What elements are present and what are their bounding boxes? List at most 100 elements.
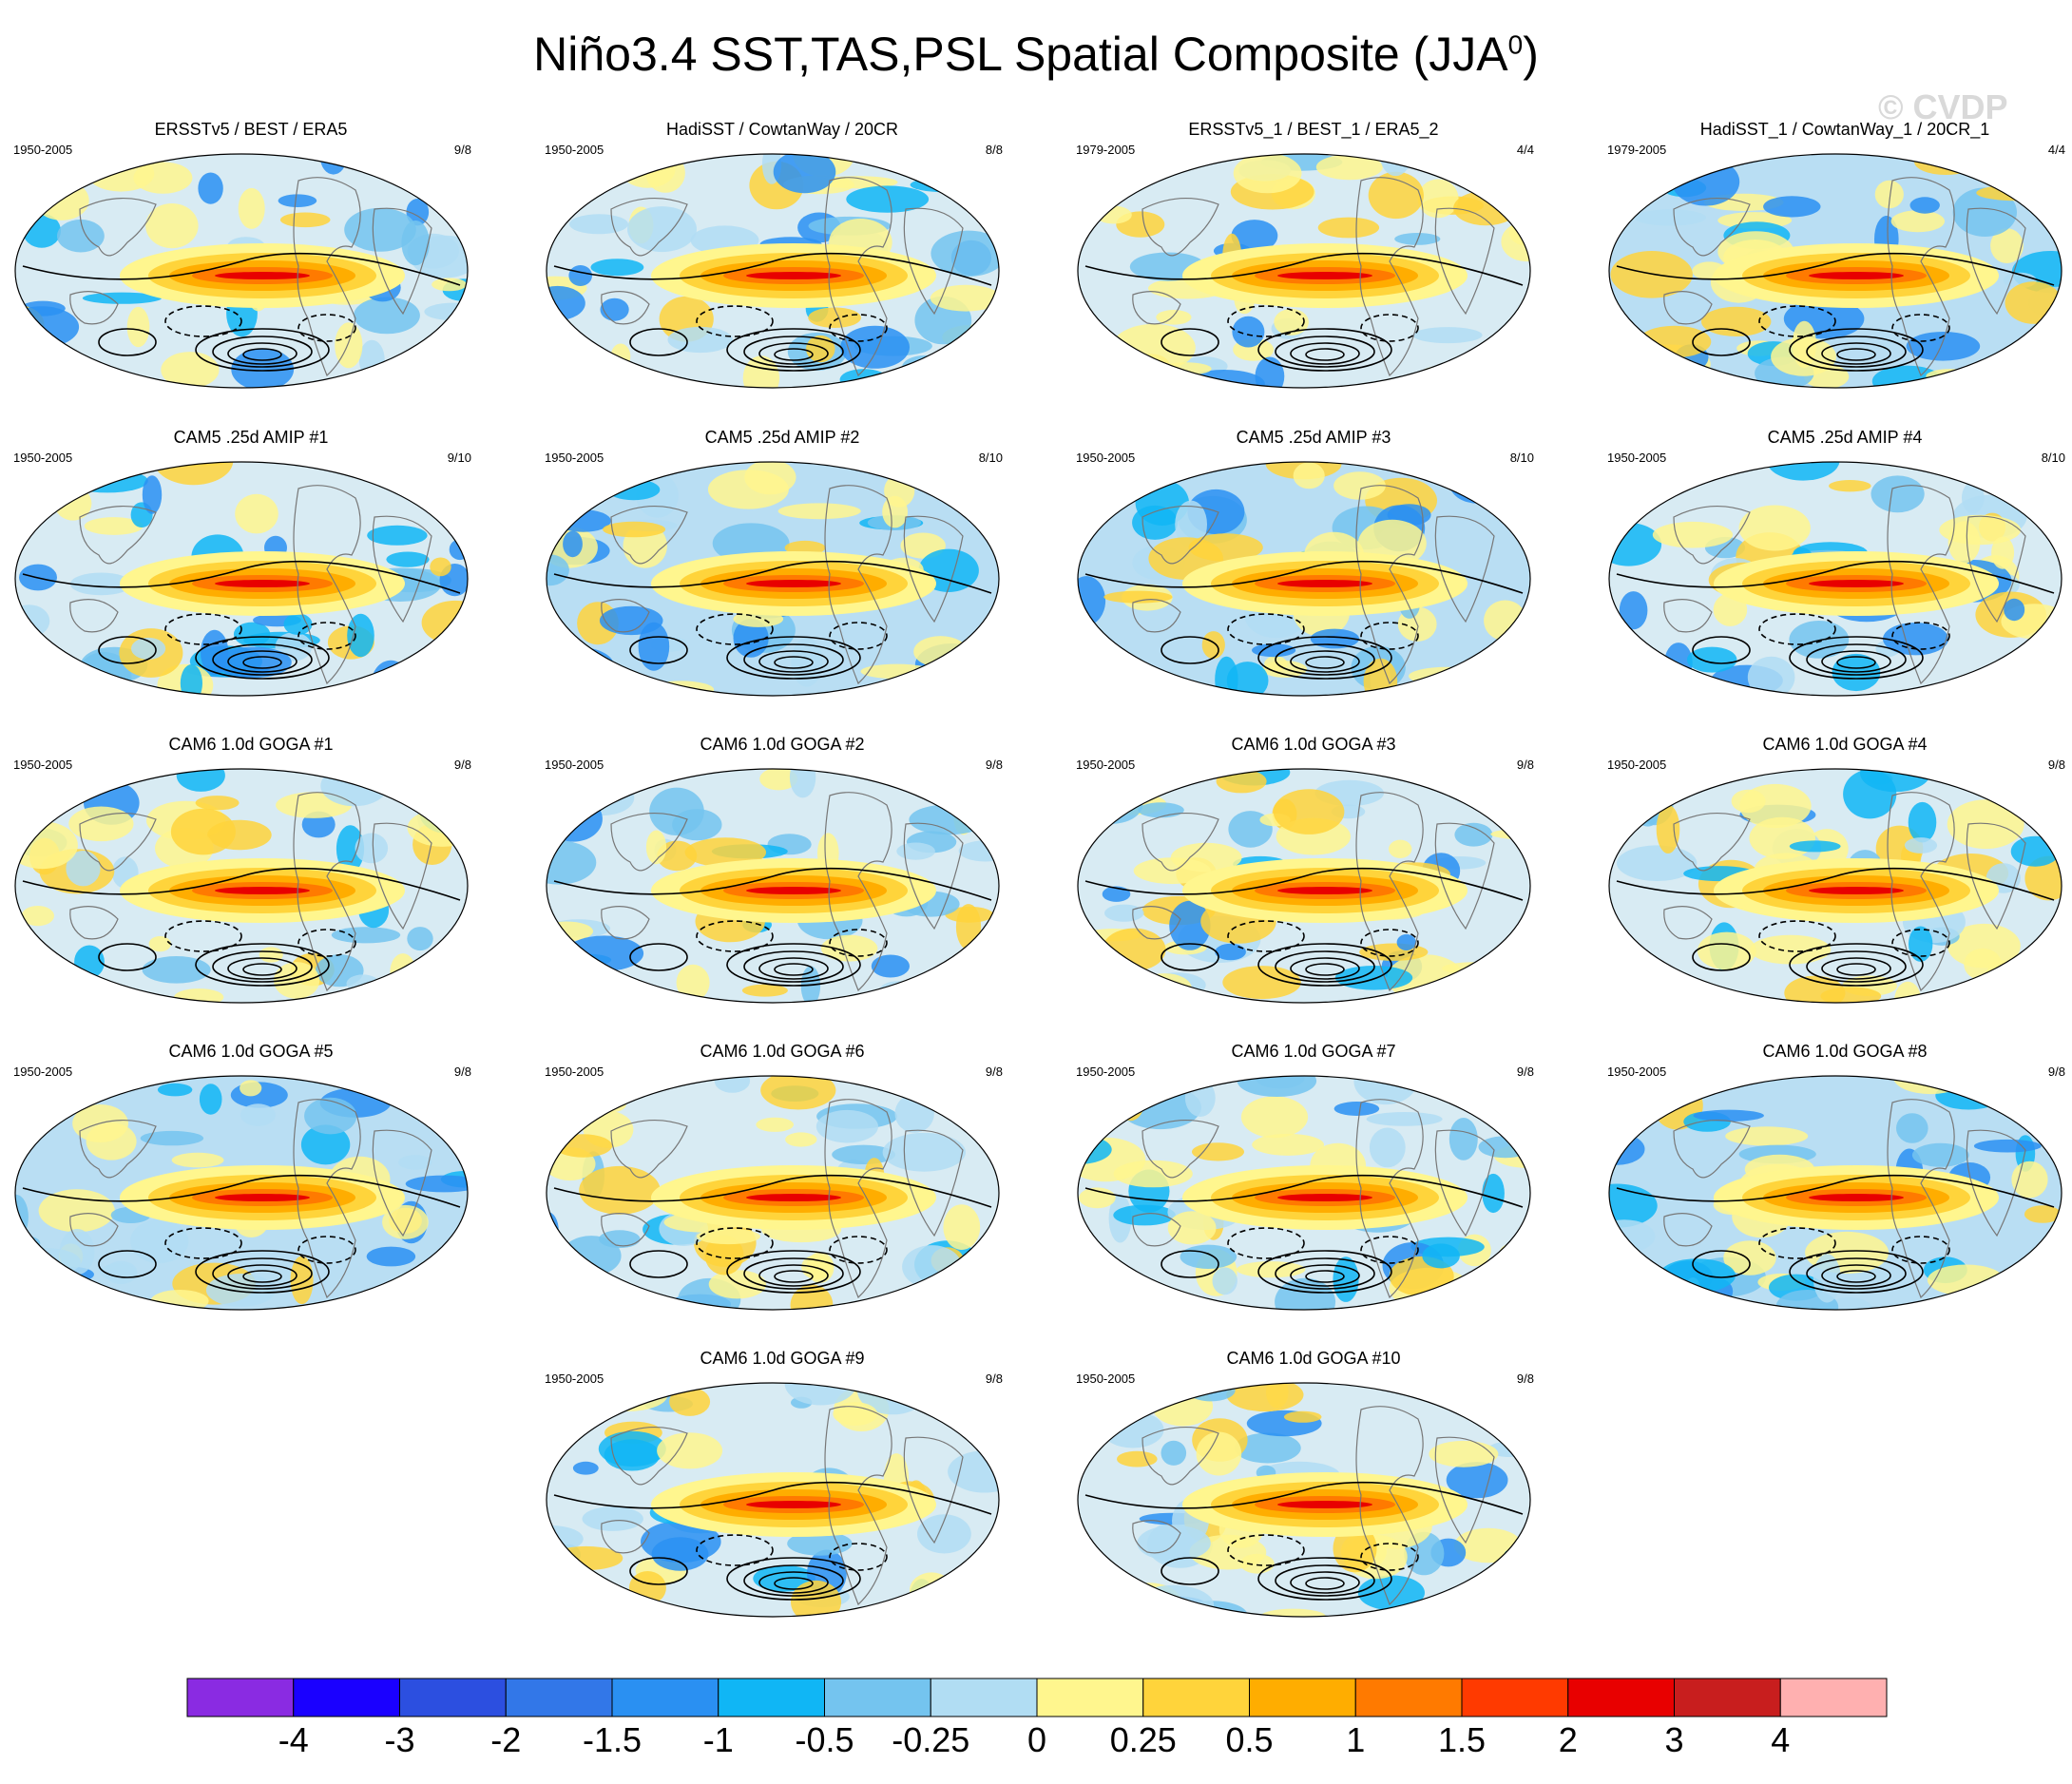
anomaly-patch: [1442, 1590, 1508, 1617]
anomaly-patch: [1188, 533, 1263, 562]
panel-period: 1950-2005: [1076, 1372, 1136, 1386]
coastline: [903, 1436, 964, 1544]
anomaly-patch: [379, 372, 403, 388]
anomaly-patch: [195, 796, 240, 811]
psl-contour: [212, 1257, 313, 1290]
coastline: [610, 506, 688, 565]
anomaly-patch: [346, 974, 380, 993]
anomaly-patch: [1252, 643, 1296, 658]
anomaly-patch: [35, 965, 74, 1001]
map-border: [1077, 1382, 1531, 1618]
panel-event-count: 8/10: [1509, 451, 1534, 465]
anomaly-patch: [902, 1245, 962, 1289]
coastline: [1142, 1120, 1219, 1179]
colorbar-swatch: [718, 1678, 825, 1717]
coastline: [601, 1520, 650, 1554]
panel-title: CAM6 1.0d GOGA #9: [700, 1349, 865, 1368]
panel-event-count: 8/10: [2041, 451, 2065, 465]
coastline: [824, 1099, 892, 1299]
anomaly-patch: [1078, 953, 1128, 984]
anomaly-patch: [153, 462, 234, 486]
colorbar-tick-label: 1: [1346, 1720, 1366, 1759]
anomaly-patch: [1167, 1211, 1217, 1245]
colorbar-tick-label: 0: [1026, 1720, 1047, 1759]
robinson-map: [14, 1075, 469, 1311]
anomaly-patch: [547, 663, 584, 696]
coastline: [69, 291, 119, 325]
anomaly-patch: [559, 1103, 600, 1122]
anomaly-patch: [579, 1165, 661, 1215]
coastline: [293, 1099, 361, 1299]
anomaly-patch: [363, 368, 427, 388]
anomaly-patch: [453, 650, 468, 682]
anomaly-patch: [1947, 923, 2021, 969]
psl-contour: [1084, 867, 1524, 901]
anomaly-patch: [1422, 1243, 1460, 1269]
coastline: [1673, 813, 1751, 872]
anomaly-patch: [320, 769, 389, 807]
anomaly-patch: [233, 622, 271, 646]
coastline: [1887, 177, 1955, 377]
psl-contour: [242, 348, 282, 361]
panel-period: 1950-2005: [545, 1065, 604, 1079]
psl-contour: [774, 1270, 814, 1283]
anomaly-patch: [199, 1084, 222, 1115]
colorbar-swatch: [505, 1678, 613, 1717]
anomaly-patch: [983, 1383, 999, 1425]
psl-contour: [1758, 305, 1836, 337]
panel-period: 1950-2005: [1076, 758, 1136, 772]
panel-title: CAM6 1.0d GOGA #10: [1226, 1349, 1401, 1368]
anomaly-patch: [785, 1132, 817, 1147]
anomaly-patch: [1747, 656, 1795, 696]
anomaly-patch: [215, 646, 292, 679]
psl-contour: [195, 943, 330, 987]
panel-title: CAM6 1.0d GOGA #3: [1231, 735, 1396, 754]
anomaly-patch: [969, 1246, 997, 1295]
anomaly-patch: [931, 470, 977, 503]
warm-tongue: [746, 272, 841, 279]
anomaly-patch: [1673, 154, 1711, 167]
anomaly-patch: [648, 681, 715, 696]
anomaly-patch: [2014, 770, 2041, 800]
anomaly-patch: [404, 179, 468, 191]
anomaly-patch: [131, 637, 166, 660]
anomaly-patch: [1184, 1079, 1216, 1117]
anomaly-patch: [638, 622, 670, 671]
anomaly-patch: [684, 837, 766, 868]
psl-contour: [297, 929, 356, 957]
panel-period: 1950-2005: [1607, 758, 1667, 772]
anomaly-patch: [1466, 977, 1503, 1003]
psl-contour: [98, 636, 157, 664]
anomaly-patch: [1396, 934, 1416, 950]
coastline: [610, 1120, 688, 1179]
anomaly-patch: [1516, 1383, 1530, 1391]
anomaly-patch: [547, 647, 615, 687]
psl-contour: [1891, 1236, 1950, 1264]
warm-tongue: [1809, 272, 1904, 279]
map-panel: CAM5 .25d AMIP #3 1950-2005 8/10: [1076, 428, 1551, 730]
psl-contour: [553, 867, 992, 901]
anomaly-patch: [1989, 988, 2014, 1003]
psl-contour: [1360, 1543, 1419, 1571]
coastline: [1132, 1520, 1181, 1554]
anomaly-patch: [2024, 994, 2058, 1003]
psl-contour: [1836, 348, 1876, 361]
coastline: [903, 515, 964, 623]
anomaly-patch: [840, 325, 910, 369]
coastline: [1966, 207, 2026, 316]
anomaly-patch: [1137, 1525, 1211, 1562]
map-border: [1077, 461, 1531, 697]
anomaly-patch: [406, 1269, 463, 1310]
anomaly-patch: [1908, 801, 1937, 843]
anomaly-patch: [428, 769, 468, 781]
anomaly-patch: [15, 1236, 41, 1251]
colorbar-tick-label: -3: [384, 1720, 415, 1759]
anomaly-patch: [1086, 173, 1108, 197]
anomaly-patch: [300, 1124, 351, 1165]
anomaly-patch: [833, 1402, 878, 1426]
anomaly-patch: [547, 1390, 579, 1440]
colorbar-swatch: [611, 1678, 719, 1717]
coastline: [1355, 177, 1424, 377]
anomaly-patch: [930, 284, 999, 312]
psl-contour: [1360, 314, 1419, 342]
